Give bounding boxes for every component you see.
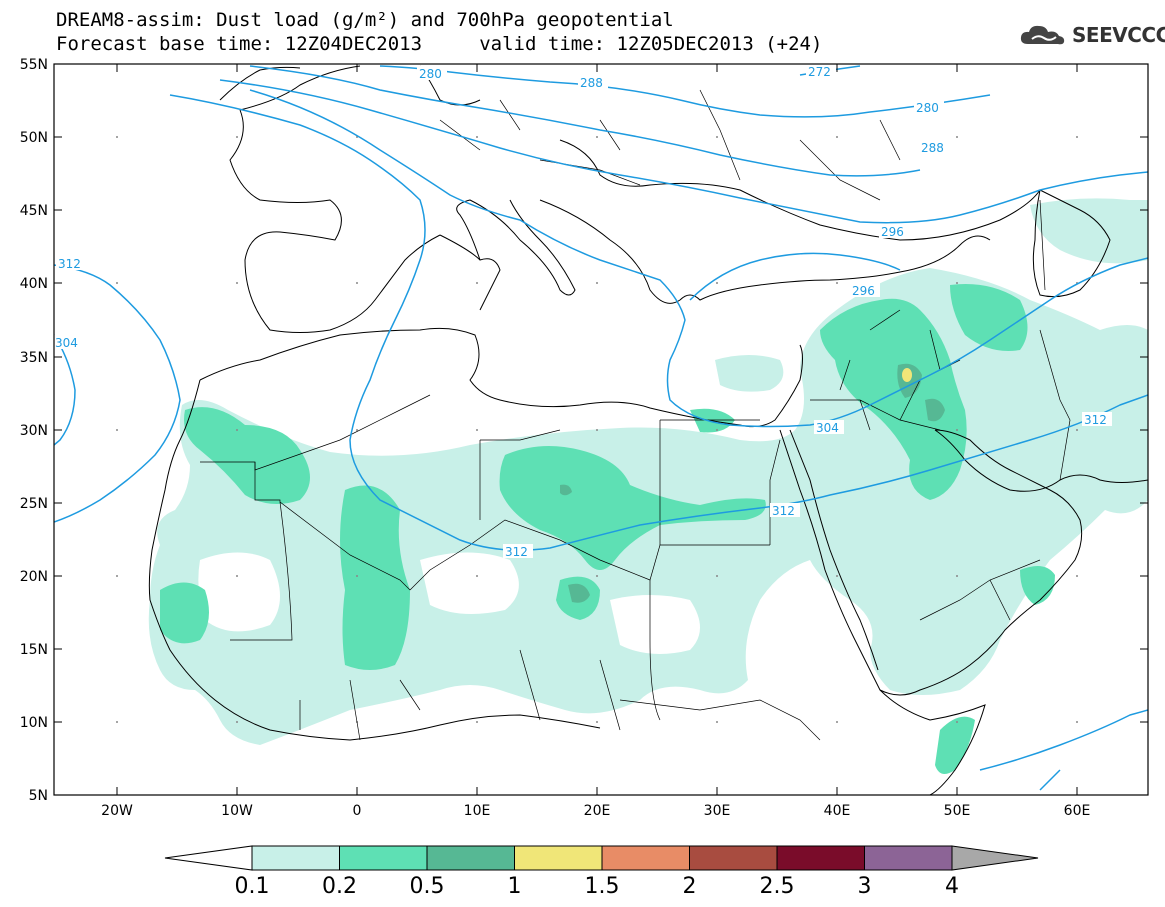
colorbar-swatch bbox=[251, 845, 340, 871]
colorbar-label: 4 bbox=[945, 874, 959, 899]
lon-label: 10W bbox=[221, 803, 253, 819]
contour-label: 280 bbox=[916, 101, 939, 115]
contour-label: 288 bbox=[921, 141, 944, 155]
colorbar-high-arrow bbox=[951, 845, 1039, 871]
colorbar-swatch bbox=[689, 845, 778, 871]
lon-label: 0 bbox=[353, 803, 362, 819]
contour-label: 312 bbox=[58, 257, 81, 271]
dust-clear-patches bbox=[198, 416, 960, 654]
colorbar-label: 3 bbox=[858, 874, 872, 899]
lat-labels: 55N 50N 45N 40N 35N 30N 25N 20N 15N 10N … bbox=[20, 57, 48, 804]
lat-label: 45N bbox=[20, 203, 48, 219]
lon-ticks bbox=[116, 64, 1078, 795]
contour-labels: 280 288 272 280 288 296 296 312 304 304 … bbox=[54, 64, 1112, 559]
country-borders bbox=[200, 89, 1071, 741]
colorbar-low-arrow bbox=[164, 845, 253, 871]
lon-label: 50E bbox=[944, 803, 971, 819]
lat-label: 20N bbox=[20, 569, 48, 585]
lon-label: 20E bbox=[584, 803, 611, 819]
lat-ticks bbox=[54, 63, 1148, 796]
contour-label: 296 bbox=[881, 225, 904, 239]
lon-label: 30E bbox=[704, 803, 731, 819]
colorbar-label: 0.5 bbox=[410, 874, 445, 899]
contour-label: 312 bbox=[772, 504, 795, 518]
contour-label: 296 bbox=[852, 284, 875, 298]
lon-label: 60E bbox=[1064, 803, 1091, 819]
lon-label: 10E bbox=[464, 803, 491, 819]
colorbar-swatch bbox=[864, 845, 953, 871]
colorbar-label: 2 bbox=[683, 874, 697, 899]
lat-label: 5N bbox=[29, 788, 48, 804]
cloud-logo-icon bbox=[1020, 25, 1065, 45]
contour-label: 272 bbox=[808, 65, 831, 79]
colorbar-swatch bbox=[426, 845, 515, 871]
colorbar-swatch bbox=[339, 845, 428, 871]
lat-label: 55N bbox=[20, 57, 48, 73]
colorbar-label: 1 bbox=[508, 874, 522, 899]
contour-label: 304 bbox=[816, 421, 839, 435]
lon-label: 20W bbox=[101, 803, 133, 819]
lon-labels: 20W 10W 0 10E 20E 30E 40E 50E 60E bbox=[101, 803, 1090, 819]
logo: SEEVCCC bbox=[1018, 22, 1165, 48]
colorbar-swatch bbox=[514, 845, 603, 871]
contour-label: 304 bbox=[55, 336, 78, 350]
lat-label: 50N bbox=[20, 130, 48, 146]
logo-text: SEEVCCC bbox=[1072, 23, 1165, 47]
colorbar-swatch bbox=[601, 845, 690, 871]
colorbar-label: 2.5 bbox=[760, 874, 795, 899]
lat-label: 10N bbox=[20, 715, 48, 731]
lat-label: 25N bbox=[20, 496, 48, 512]
lat-label: 35N bbox=[20, 350, 48, 366]
dust-peak-spot bbox=[902, 368, 912, 382]
colorbar-label: 0.1 bbox=[235, 874, 270, 899]
lat-label: 15N bbox=[20, 642, 48, 658]
geopotential-contours bbox=[54, 65, 1148, 791]
contour-label: 288 bbox=[580, 76, 603, 90]
map-plot-area: 280 288 272 280 288 296 296 312 304 304 … bbox=[54, 64, 1148, 795]
colorbar-label: 1.5 bbox=[585, 874, 620, 899]
contour-label: 280 bbox=[419, 67, 442, 81]
lon-label: 40E bbox=[824, 803, 851, 819]
contour-label: 312 bbox=[1084, 413, 1107, 427]
dust-mid-band bbox=[160, 284, 1055, 774]
colorbar-label: 0.2 bbox=[322, 874, 357, 899]
lat-label: 30N bbox=[20, 423, 48, 439]
colorbar-swatch bbox=[776, 845, 865, 871]
contour-label: 312 bbox=[505, 545, 528, 559]
coastlines bbox=[148, 65, 1148, 795]
map-title: DREAM8-assim: Dust load (g/m²) and 700hP… bbox=[56, 9, 674, 31]
lat-label: 40N bbox=[20, 276, 48, 292]
colorbar: 0.1 0.2 0.5 1 1.5 2 2.5 3 4 bbox=[164, 845, 1039, 899]
map-subtitle: Forecast base time: 12Z04DEC2013 valid t… bbox=[56, 33, 823, 55]
